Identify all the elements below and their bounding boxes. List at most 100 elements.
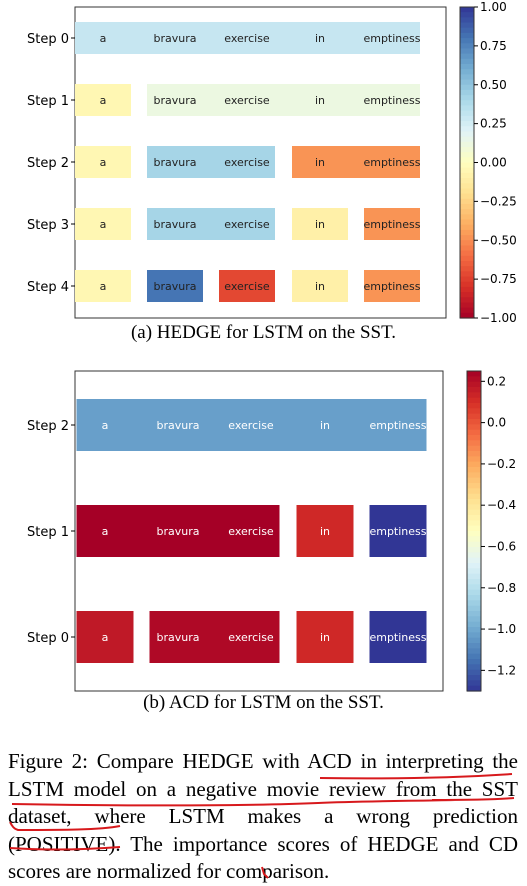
colorbar-band bbox=[460, 199, 474, 205]
colorbar-band bbox=[460, 266, 474, 272]
colorbar-band bbox=[467, 600, 481, 606]
colorbar-band bbox=[460, 105, 474, 111]
colorbar-band bbox=[467, 478, 481, 484]
colorbar-band bbox=[460, 282, 474, 288]
colorbar-band bbox=[460, 240, 474, 246]
colorbar-band bbox=[460, 194, 474, 200]
word-label: exercise bbox=[228, 631, 274, 644]
colorbar-band bbox=[467, 536, 481, 542]
word-label: in bbox=[320, 631, 330, 644]
word-label: exercise bbox=[224, 94, 270, 107]
colorbar-band bbox=[467, 638, 481, 644]
word-label: bravura bbox=[154, 32, 197, 45]
word-label: bravura bbox=[154, 280, 197, 293]
colorbar-band bbox=[460, 38, 474, 44]
colorbar-band bbox=[460, 256, 474, 262]
colorbar-band bbox=[467, 392, 481, 398]
colorbar-band bbox=[460, 147, 474, 153]
word-label: exercise bbox=[224, 218, 270, 231]
colorbar-band bbox=[467, 616, 481, 622]
word-label: in bbox=[315, 94, 325, 107]
colorbar-band bbox=[460, 183, 474, 189]
colorbar-band bbox=[467, 648, 481, 654]
colorbar-band bbox=[467, 510, 481, 516]
y-tick-label: Step 3 bbox=[27, 218, 69, 233]
colorbar-band bbox=[460, 163, 474, 169]
word-label: bravura bbox=[157, 419, 200, 432]
colorbar-band bbox=[460, 271, 474, 277]
colorbar-band bbox=[467, 435, 481, 441]
colorbar-band bbox=[467, 419, 481, 425]
y-tick-label: Step 2 bbox=[27, 419, 69, 434]
colorbar-band bbox=[467, 611, 481, 617]
colorbar-band bbox=[467, 483, 481, 489]
word-label: a bbox=[102, 525, 109, 538]
word-label: emptiness bbox=[363, 94, 420, 107]
subfigure-b-rest: ACD for LSTM on the SST. bbox=[169, 692, 384, 713]
word-label: in bbox=[315, 280, 325, 293]
colorbar-tick-label: −0.4 bbox=[487, 498, 516, 512]
word-label: bravura bbox=[157, 525, 200, 538]
colorbar-band bbox=[460, 261, 474, 267]
colorbar-band bbox=[467, 552, 481, 558]
colorbar-band bbox=[467, 526, 481, 532]
subfigure-a-caption: (a) HEDGE for LSTM on the SST. bbox=[0, 322, 527, 344]
colorbar-tick-label: 1.00 bbox=[480, 0, 507, 14]
colorbar-band bbox=[460, 292, 474, 298]
colorbar-tick-label: −1.0 bbox=[487, 622, 516, 636]
colorbar-band bbox=[467, 574, 481, 580]
word-label: a bbox=[100, 218, 107, 231]
word-label: a bbox=[102, 631, 109, 644]
colorbar-band bbox=[460, 178, 474, 184]
colorbar-band bbox=[467, 472, 481, 478]
colorbar-band bbox=[467, 382, 481, 388]
colorbar-band bbox=[467, 424, 481, 430]
caption-prefix: Figure 2: Compare bbox=[8, 749, 174, 773]
colorbar-band bbox=[460, 69, 474, 75]
colorbar-band bbox=[460, 235, 474, 241]
y-tick-label: Step 1 bbox=[27, 525, 69, 540]
colorbar-band bbox=[460, 33, 474, 39]
subfigure-a-method: HEDGE bbox=[157, 322, 221, 343]
colorbar-band bbox=[467, 654, 481, 660]
word-label: a bbox=[100, 280, 107, 293]
word-label: exercise bbox=[228, 419, 274, 432]
colorbar-band bbox=[467, 584, 481, 590]
colorbar-band bbox=[460, 308, 474, 314]
colorbar-band bbox=[467, 590, 481, 596]
colorbar-band bbox=[467, 563, 481, 569]
word-label: exercise bbox=[224, 156, 270, 169]
word-label: in bbox=[320, 525, 330, 538]
colorbar-band bbox=[467, 440, 481, 446]
colorbar-band bbox=[467, 504, 481, 510]
colorbar-band bbox=[460, 111, 474, 117]
colorbar-band bbox=[460, 85, 474, 91]
word-label: a bbox=[100, 32, 107, 45]
y-tick-label: Step 0 bbox=[27, 631, 69, 646]
colorbar-band bbox=[467, 515, 481, 521]
word-label: emptiness bbox=[369, 419, 426, 432]
y-tick-label: Step 0 bbox=[27, 32, 69, 47]
colorbar-band bbox=[460, 152, 474, 158]
colorbar-tick-label: −0.50 bbox=[480, 233, 517, 247]
colorbar-band bbox=[467, 403, 481, 409]
colorbar-band bbox=[467, 659, 481, 665]
y-tick-label: Step 1 bbox=[27, 94, 69, 109]
word-label: bravura bbox=[154, 94, 197, 107]
colorbar-tick-label: 0.50 bbox=[480, 78, 507, 92]
colorbar-band bbox=[460, 80, 474, 86]
colorbar-band bbox=[460, 116, 474, 122]
colorbar-tick-label: −1.2 bbox=[487, 663, 516, 677]
colorbar-band bbox=[460, 95, 474, 101]
colorbar-band bbox=[460, 17, 474, 23]
word-label: a bbox=[102, 419, 109, 432]
colorbar-band bbox=[467, 547, 481, 553]
colorbar-tick-label: −0.6 bbox=[487, 539, 516, 553]
colorbar-band bbox=[460, 225, 474, 231]
colorbar-band bbox=[467, 579, 481, 585]
colorbar-tick-label: −0.25 bbox=[480, 194, 517, 208]
colorbar-tick-label: 0.0 bbox=[487, 416, 506, 430]
colorbar-band bbox=[460, 126, 474, 132]
word-label: exercise bbox=[228, 525, 274, 538]
colorbar-tick-label: 0.25 bbox=[480, 117, 507, 131]
